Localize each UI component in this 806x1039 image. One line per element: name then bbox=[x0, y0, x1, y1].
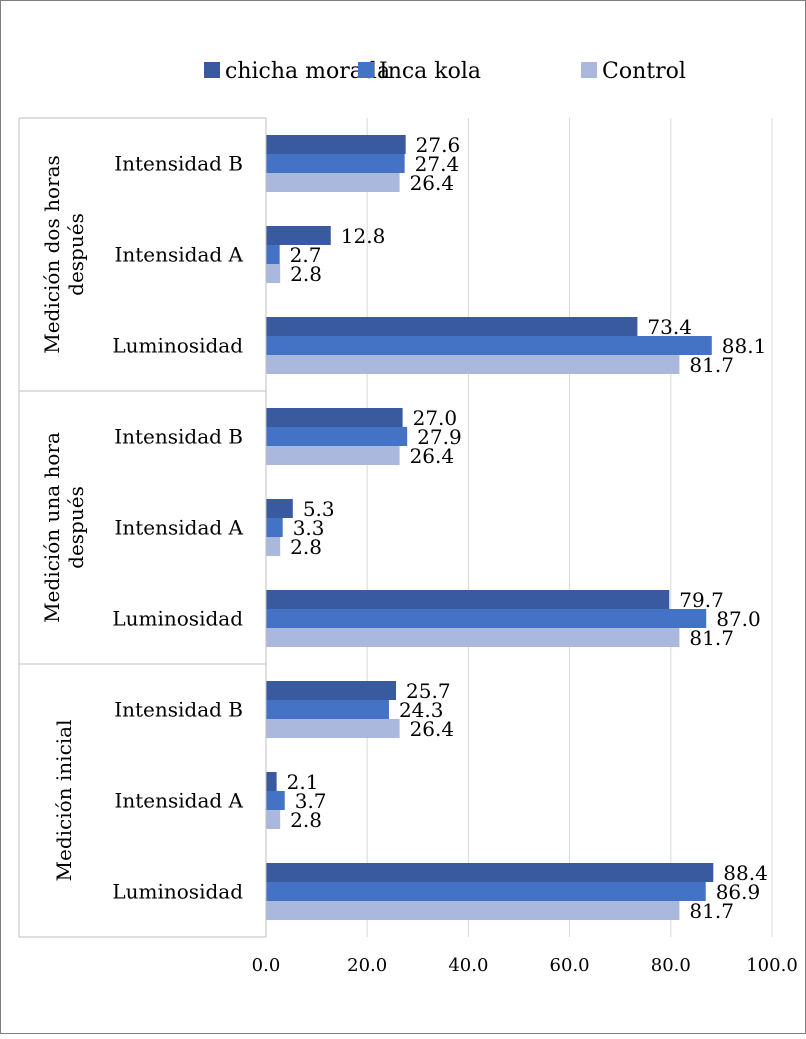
group-label-2: Medición inicial bbox=[52, 720, 76, 882]
data-label-2-1-2: 2.8 bbox=[290, 808, 322, 832]
data-label-2-0-2: 26.4 bbox=[410, 717, 455, 741]
bar-1-0-0 bbox=[266, 408, 403, 427]
x-tick-label-3: 60.0 bbox=[550, 955, 590, 976]
data-label-0-0-1: 27.4 bbox=[415, 152, 460, 176]
bar-2-1-2 bbox=[266, 810, 281, 829]
data-label-0-1-1: 2.7 bbox=[290, 243, 322, 267]
bar-0-0-1 bbox=[266, 154, 405, 173]
bar-2-0-0 bbox=[266, 681, 397, 700]
data-label-1-0-0: 27.0 bbox=[413, 406, 458, 430]
x-tick-label-5: 100.0 bbox=[746, 955, 798, 976]
bar-0-0-0 bbox=[266, 135, 406, 154]
data-label-0-0-2: 26.4 bbox=[410, 171, 455, 195]
bar-1-1-1 bbox=[266, 518, 283, 537]
data-label-1-1-2: 2.8 bbox=[290, 535, 322, 559]
data-label-2-2-2: 81.7 bbox=[689, 899, 734, 923]
x-tick-label-4: 80.0 bbox=[651, 955, 691, 976]
bar-0-1-1 bbox=[266, 245, 280, 264]
bar-2-1-1 bbox=[266, 791, 285, 810]
data-label-2-0-0: 25.7 bbox=[406, 679, 451, 703]
category-label-2-1: Intensidad A bbox=[114, 789, 243, 813]
bars: 27.627.426.412.82.72.873.488.181.727.027… bbox=[266, 133, 768, 923]
data-label-1-0-1: 27.9 bbox=[417, 425, 462, 449]
data-label-2-2-1: 86.9 bbox=[716, 880, 761, 904]
data-label-1-1-1: 3.3 bbox=[293, 516, 325, 540]
bar-2-0-2 bbox=[266, 719, 400, 738]
data-label-0-1-2: 2.8 bbox=[290, 262, 322, 286]
x-tick-label-2: 40.0 bbox=[448, 955, 488, 976]
group-label-1: Medición una horadespués bbox=[40, 432, 88, 623]
bar-1-0-1 bbox=[266, 427, 408, 446]
bar-0-2-0 bbox=[266, 317, 638, 336]
legend-label-1: Inca kola bbox=[379, 59, 481, 84]
data-label-1-2-2: 81.7 bbox=[689, 626, 734, 650]
category-label-2-0: Intensidad B bbox=[114, 698, 243, 722]
data-label-2-0-1: 24.3 bbox=[399, 698, 444, 722]
legend-swatch-0 bbox=[204, 62, 220, 78]
bar-2-2-2 bbox=[266, 901, 680, 920]
bar-1-2-0 bbox=[266, 590, 670, 609]
bar-1-2-2 bbox=[266, 628, 680, 647]
bar-2-0-1 bbox=[266, 700, 389, 719]
data-label-1-2-1: 87.0 bbox=[716, 607, 761, 631]
data-label-1-0-2: 26.4 bbox=[410, 444, 455, 468]
bar-2-2-0 bbox=[266, 863, 714, 882]
category-label-1-1: Intensidad A bbox=[114, 516, 243, 540]
gridlines bbox=[366, 118, 773, 937]
data-label-1-2-0: 79.7 bbox=[679, 588, 724, 612]
group-label-0: Medición dos horasdespués bbox=[40, 155, 88, 354]
bar-1-0-2 bbox=[266, 446, 400, 465]
x-tick-label-1: 20.0 bbox=[347, 955, 387, 976]
data-label-0-2-0: 73.4 bbox=[647, 315, 692, 339]
data-label-2-1-0: 2.1 bbox=[287, 770, 319, 794]
data-label-2-1-1: 3.7 bbox=[295, 789, 327, 813]
data-label-0-0-0: 27.6 bbox=[416, 133, 461, 157]
legend-label-2: Control bbox=[602, 59, 686, 84]
bar-0-2-2 bbox=[266, 355, 680, 374]
category-label-0-2: Luminosidad bbox=[112, 334, 243, 358]
data-label-2-2-0: 88.4 bbox=[723, 861, 768, 885]
bar-1-2-1 bbox=[266, 609, 707, 628]
bar-0-2-1 bbox=[266, 336, 712, 355]
category-label-1-2: Luminosidad bbox=[112, 607, 243, 631]
data-label-0-2-1: 88.1 bbox=[722, 334, 767, 358]
data-label-0-1-0: 12.8 bbox=[341, 224, 386, 248]
bar-2-1-0 bbox=[266, 772, 277, 791]
bar-2-2-1 bbox=[266, 882, 706, 901]
bar-0-0-2 bbox=[266, 173, 400, 192]
legend-swatch-1 bbox=[358, 62, 374, 78]
category-label-0-1: Intensidad A bbox=[114, 243, 243, 267]
category-label-0-0: Intensidad B bbox=[114, 152, 243, 176]
x-tick-label-0: 0.0 bbox=[252, 955, 281, 976]
data-label-0-2-2: 81.7 bbox=[689, 353, 734, 377]
bar-1-1-2 bbox=[266, 537, 281, 556]
bar-1-1-0 bbox=[266, 499, 293, 518]
legend-swatch-2 bbox=[581, 62, 597, 78]
bar-0-1-2 bbox=[266, 264, 281, 283]
category-label-1-0: Intensidad B bbox=[114, 425, 243, 449]
axes: 0.0 20.0 40.0 60.0 80.0 100.0 Medición dos hor… bbox=[18, 117, 798, 976]
data-label-1-1-0: 5.3 bbox=[303, 497, 335, 521]
bar-0-1-0 bbox=[266, 226, 331, 245]
category-label-2-2: Luminosidad bbox=[112, 880, 243, 904]
